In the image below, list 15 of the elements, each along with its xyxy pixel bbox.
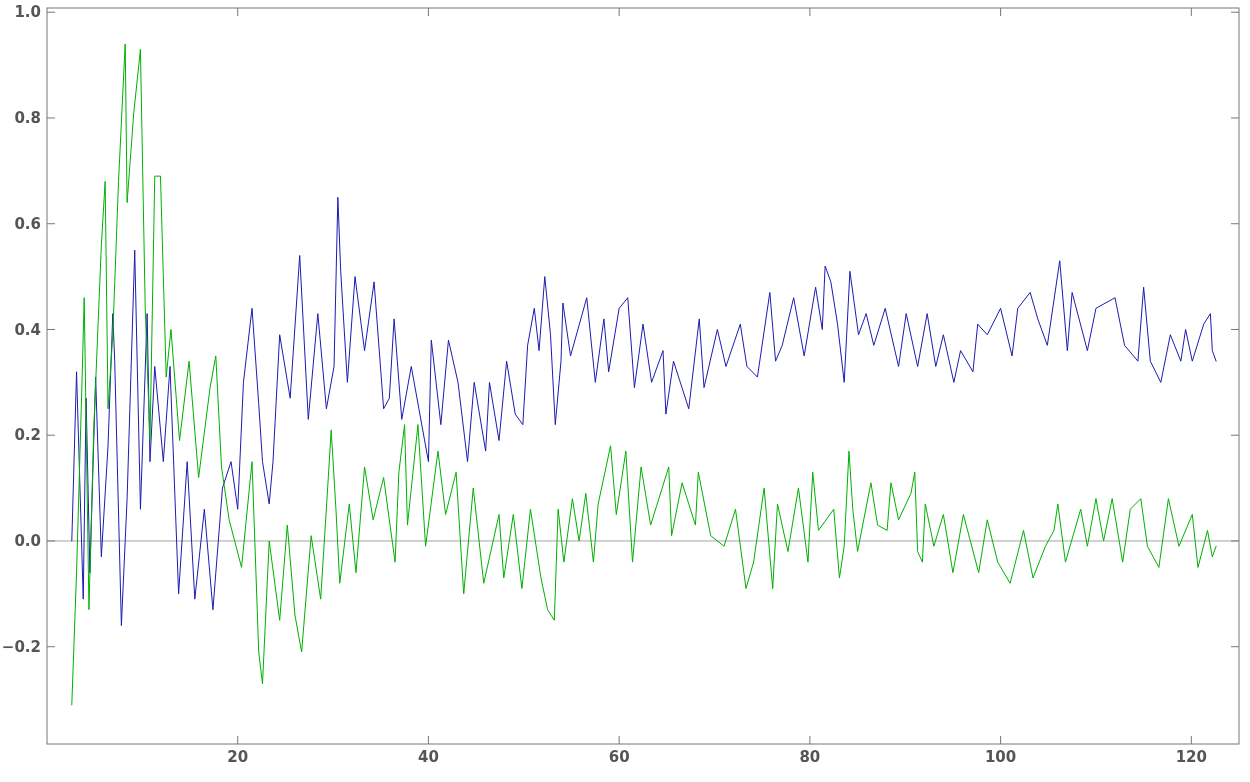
y-tick-label: 0.4 — [14, 320, 41, 339]
y-tick-label: 0.2 — [14, 426, 41, 445]
x-tick-label: 60 — [608, 748, 630, 766]
x-tick-label: 40 — [418, 748, 439, 766]
x-tick-label: 80 — [799, 748, 821, 766]
x-tick-label: 20 — [227, 748, 249, 766]
y-tick-label: 0.8 — [14, 109, 41, 128]
y-tick-label: −0.2 — [1, 637, 41, 656]
y-tick-label: 0.0 — [14, 532, 41, 551]
y-tick-label: 0.6 — [14, 214, 41, 233]
x-tick-label: 100 — [984, 748, 1017, 766]
line-series — [71, 196, 1217, 627]
x-tick-label: 120 — [1175, 748, 1207, 766]
y-tick-label: 1.0 — [14, 3, 41, 22]
line-series — [71, 43, 1217, 706]
